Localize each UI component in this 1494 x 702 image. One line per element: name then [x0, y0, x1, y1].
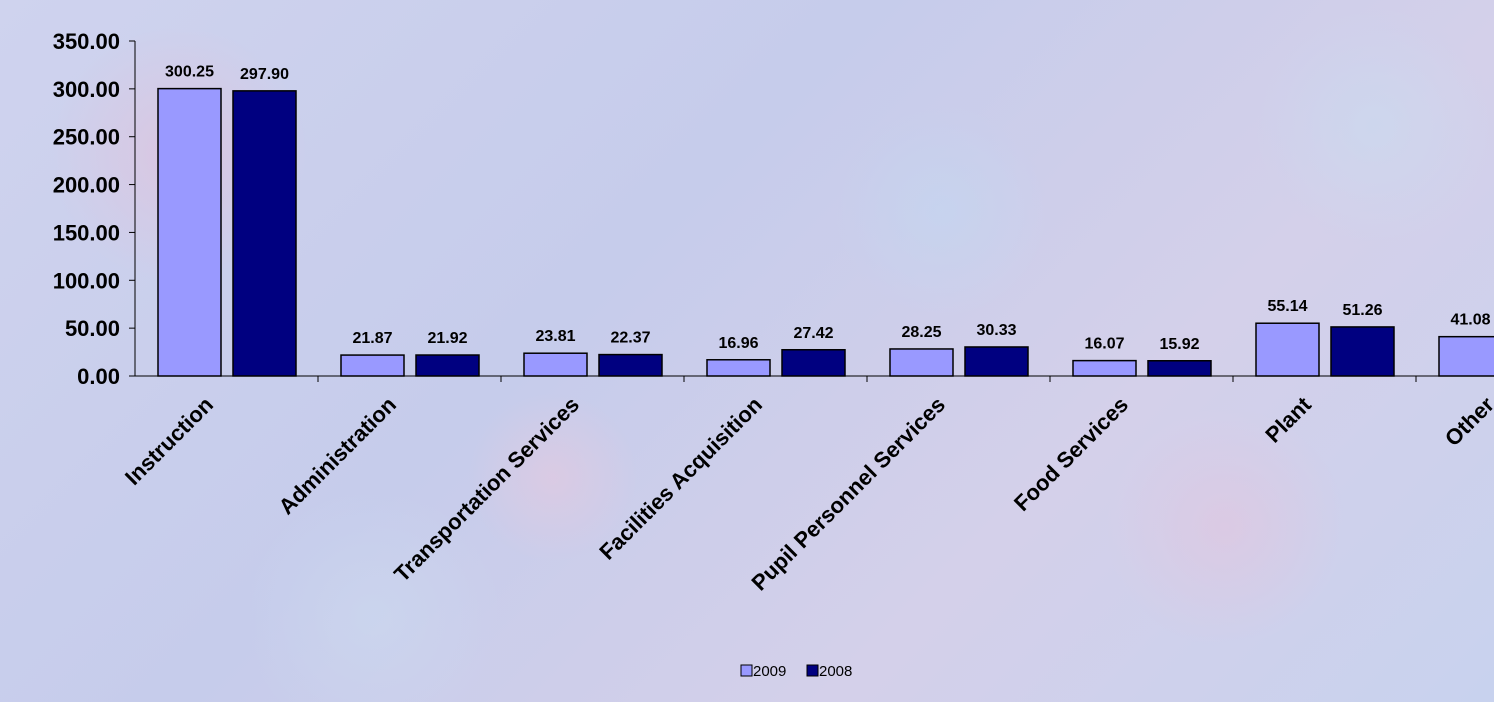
data-label-2009: 16.96	[718, 335, 758, 352]
data-label-2008: 51.26	[1342, 302, 1382, 319]
data-label-2008: 22.37	[610, 330, 650, 347]
y-tick-label: 0.00	[77, 364, 120, 389]
y-tick-label: 250.00	[53, 125, 120, 150]
bar-2008-6	[1330, 326, 1395, 377]
bar-2009-4	[889, 348, 954, 377]
legend-label-2009: 2009	[753, 663, 786, 680]
y-tick-label: 100.00	[53, 268, 120, 293]
category-label: Administration	[274, 392, 401, 519]
bar-2009-7	[1438, 335, 1494, 377]
bar-2008-1	[415, 354, 480, 377]
data-label-2008: 30.33	[976, 322, 1016, 339]
data-label-2008: 21.92	[427, 330, 467, 347]
bar-2009-5	[1072, 359, 1137, 377]
data-label-2009: 300.25	[165, 64, 214, 81]
data-label-2009: 23.81	[535, 328, 575, 345]
bar-2009-1	[340, 354, 405, 377]
y-tick-label: 300.00	[53, 77, 120, 102]
bar-2008-3	[781, 349, 846, 377]
category-label: Other	[1440, 392, 1494, 451]
y-tick-label: 200.00	[53, 173, 120, 198]
data-label-2009: 28.25	[901, 324, 941, 341]
data-label-2009: 16.07	[1084, 336, 1124, 353]
bar-2008-5	[1147, 360, 1212, 377]
category-label: Food Services	[1009, 392, 1133, 516]
bar-2008-4	[964, 346, 1029, 377]
category-label: Instruction	[120, 392, 218, 490]
legend-swatch-2009	[740, 664, 753, 677]
data-label-2009: 55.14	[1267, 298, 1307, 315]
bar-2009-2	[523, 352, 588, 377]
data-label-2009: 41.08	[1450, 312, 1490, 329]
category-label: Transportation Services	[389, 392, 584, 587]
bar-2008-0	[232, 90, 297, 377]
data-label-2008: 297.90	[240, 66, 289, 83]
y-tick-label: 350.00	[53, 29, 120, 54]
bar-2009-3	[706, 359, 771, 377]
data-label-2008: 27.42	[793, 325, 833, 342]
data-label-2009: 21.87	[352, 330, 392, 347]
legend-label-2008: 2008	[819, 663, 852, 680]
category-label: Facilities Acquisition	[594, 392, 767, 565]
legend-swatch-2008	[806, 664, 819, 677]
y-tick-label: 50.00	[65, 316, 120, 341]
bar-2008-2	[598, 353, 663, 377]
category-label: Pupil Personnel Services	[746, 392, 950, 596]
bar-2009-0	[157, 87, 222, 377]
data-label-2008: 15.92	[1159, 336, 1199, 353]
category-label: Plant	[1260, 391, 1316, 447]
bar-2009-6	[1255, 322, 1320, 377]
y-tick-label: 150.00	[53, 220, 120, 245]
